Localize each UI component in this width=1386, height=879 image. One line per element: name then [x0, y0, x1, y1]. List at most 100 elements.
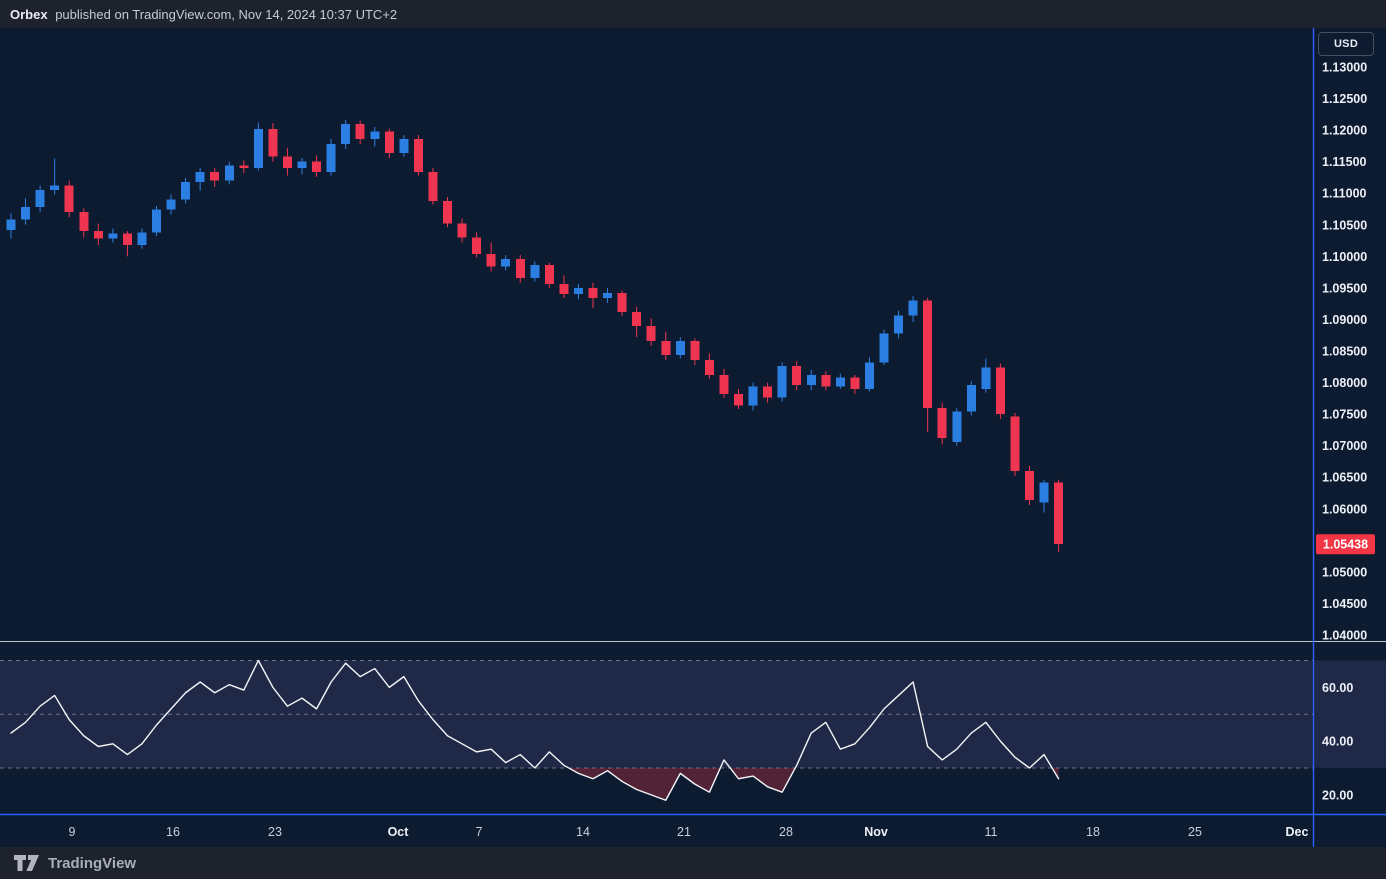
candle-body	[864, 362, 874, 389]
candle-body	[908, 300, 918, 316]
candle-body	[966, 385, 976, 412]
candle-body	[792, 366, 802, 386]
candle-body	[995, 367, 1005, 415]
price-axis-label: 1.11000	[1322, 187, 1367, 201]
time-axis-label: 23	[268, 825, 282, 839]
price-axis-label: 1.08500	[1322, 345, 1367, 359]
candle-body	[923, 300, 933, 408]
price-axis-label: 1.06000	[1322, 502, 1367, 516]
time-axis-label: 7	[476, 825, 483, 839]
candle-body	[486, 253, 496, 267]
candle-body	[763, 386, 773, 398]
price-axis-label: 1.11500	[1322, 155, 1367, 169]
candle-body	[79, 212, 89, 232]
candle-body	[603, 292, 613, 298]
publish-info: published on TradingView.com, Nov 14, 20…	[51, 6, 398, 22]
footer-bar: TradingView	[0, 847, 1386, 879]
candle-body	[835, 377, 845, 387]
candle-body	[573, 287, 583, 295]
time-axis-label: 25	[1188, 825, 1202, 839]
candle-body	[704, 359, 714, 375]
candle-body	[239, 165, 249, 168]
candle-body	[355, 123, 365, 139]
brand-name: TradingView	[48, 854, 137, 872]
candle-body	[544, 265, 554, 285]
time-axis-label: 28	[779, 825, 793, 839]
price-axis-label: 1.13000	[1322, 61, 1367, 75]
candle-body	[370, 131, 380, 139]
candle-body	[850, 377, 860, 389]
candle-body	[472, 237, 482, 254]
time-axis-label: Dec	[1286, 825, 1309, 839]
candle-body	[690, 340, 700, 360]
candle-body	[341, 123, 351, 144]
candle-body	[93, 231, 103, 239]
candle-body	[501, 258, 511, 267]
candle-body	[748, 386, 758, 406]
time-axis-label: 14	[576, 825, 590, 839]
candle-body	[1054, 482, 1064, 545]
candle-body	[952, 411, 962, 442]
candle-body	[588, 287, 598, 298]
candle-body	[384, 131, 394, 153]
candle-body	[806, 374, 816, 386]
candle-body	[559, 284, 569, 295]
price-axis-label: 1.08000	[1322, 376, 1367, 390]
candle-body	[617, 292, 627, 312]
candle-body	[675, 340, 685, 355]
candle-body	[152, 209, 161, 233]
price-axis-label: 1.10500	[1322, 218, 1367, 232]
price-axis-label: 1.12000	[1322, 124, 1367, 138]
candle-body	[428, 171, 438, 201]
time-axis-label: 9	[69, 825, 76, 839]
candle-body	[224, 165, 234, 181]
price-axis-label: 1.07000	[1322, 439, 1367, 453]
rsi-axis-label: 60.00	[1322, 681, 1353, 695]
candle-body	[399, 138, 409, 153]
candle-body	[195, 171, 205, 182]
candle-body	[937, 407, 947, 439]
candle-body	[457, 223, 467, 238]
time-axis-label: 16	[166, 825, 180, 839]
price-axis-label: 1.09500	[1322, 281, 1367, 295]
candle-body	[21, 207, 31, 220]
currency-toggle-usd[interactable]: USD	[1318, 32, 1374, 56]
rsi-axis-label: 20.00	[1322, 788, 1353, 802]
candle-body	[661, 340, 671, 355]
last-price-badge-label: 1.05438	[1323, 538, 1368, 552]
candle-body	[282, 156, 292, 168]
candle-body	[981, 367, 991, 389]
candle-body	[6, 219, 16, 230]
tradingview-logo-icon	[14, 855, 39, 871]
candle-body	[632, 311, 642, 326]
candle-body	[137, 232, 147, 245]
candle-body	[530, 265, 540, 278]
price-axis-label: 1.06500	[1322, 471, 1367, 485]
candle-body	[734, 393, 743, 406]
candle-body	[879, 333, 889, 363]
candle-body	[253, 128, 263, 168]
candle-body	[646, 325, 656, 341]
price-axis-label: 1.09000	[1322, 313, 1367, 327]
currency-label: USD	[1333, 38, 1359, 50]
price-axis-label: 1.05000	[1322, 565, 1367, 579]
candle-body	[1039, 482, 1049, 503]
last-price-badge	[1316, 534, 1375, 555]
tradingview-logo[interactable]	[14, 854, 40, 872]
time-axis-label: Oct	[388, 825, 410, 839]
candle-body	[443, 200, 452, 224]
publisher-name: Orbex	[10, 6, 48, 22]
candle-body	[1025, 470, 1034, 500]
candle-body	[719, 374, 729, 394]
candle-body	[166, 199, 176, 210]
time-axis-label: Nov	[864, 825, 888, 839]
candle-body	[181, 181, 191, 200]
candle-body	[297, 161, 307, 168]
candle-body	[312, 161, 322, 172]
time-axis-label: 18	[1086, 825, 1100, 839]
candle-body	[1010, 416, 1020, 471]
time-axis-label: 21	[677, 825, 691, 839]
candle-body	[821, 374, 831, 387]
